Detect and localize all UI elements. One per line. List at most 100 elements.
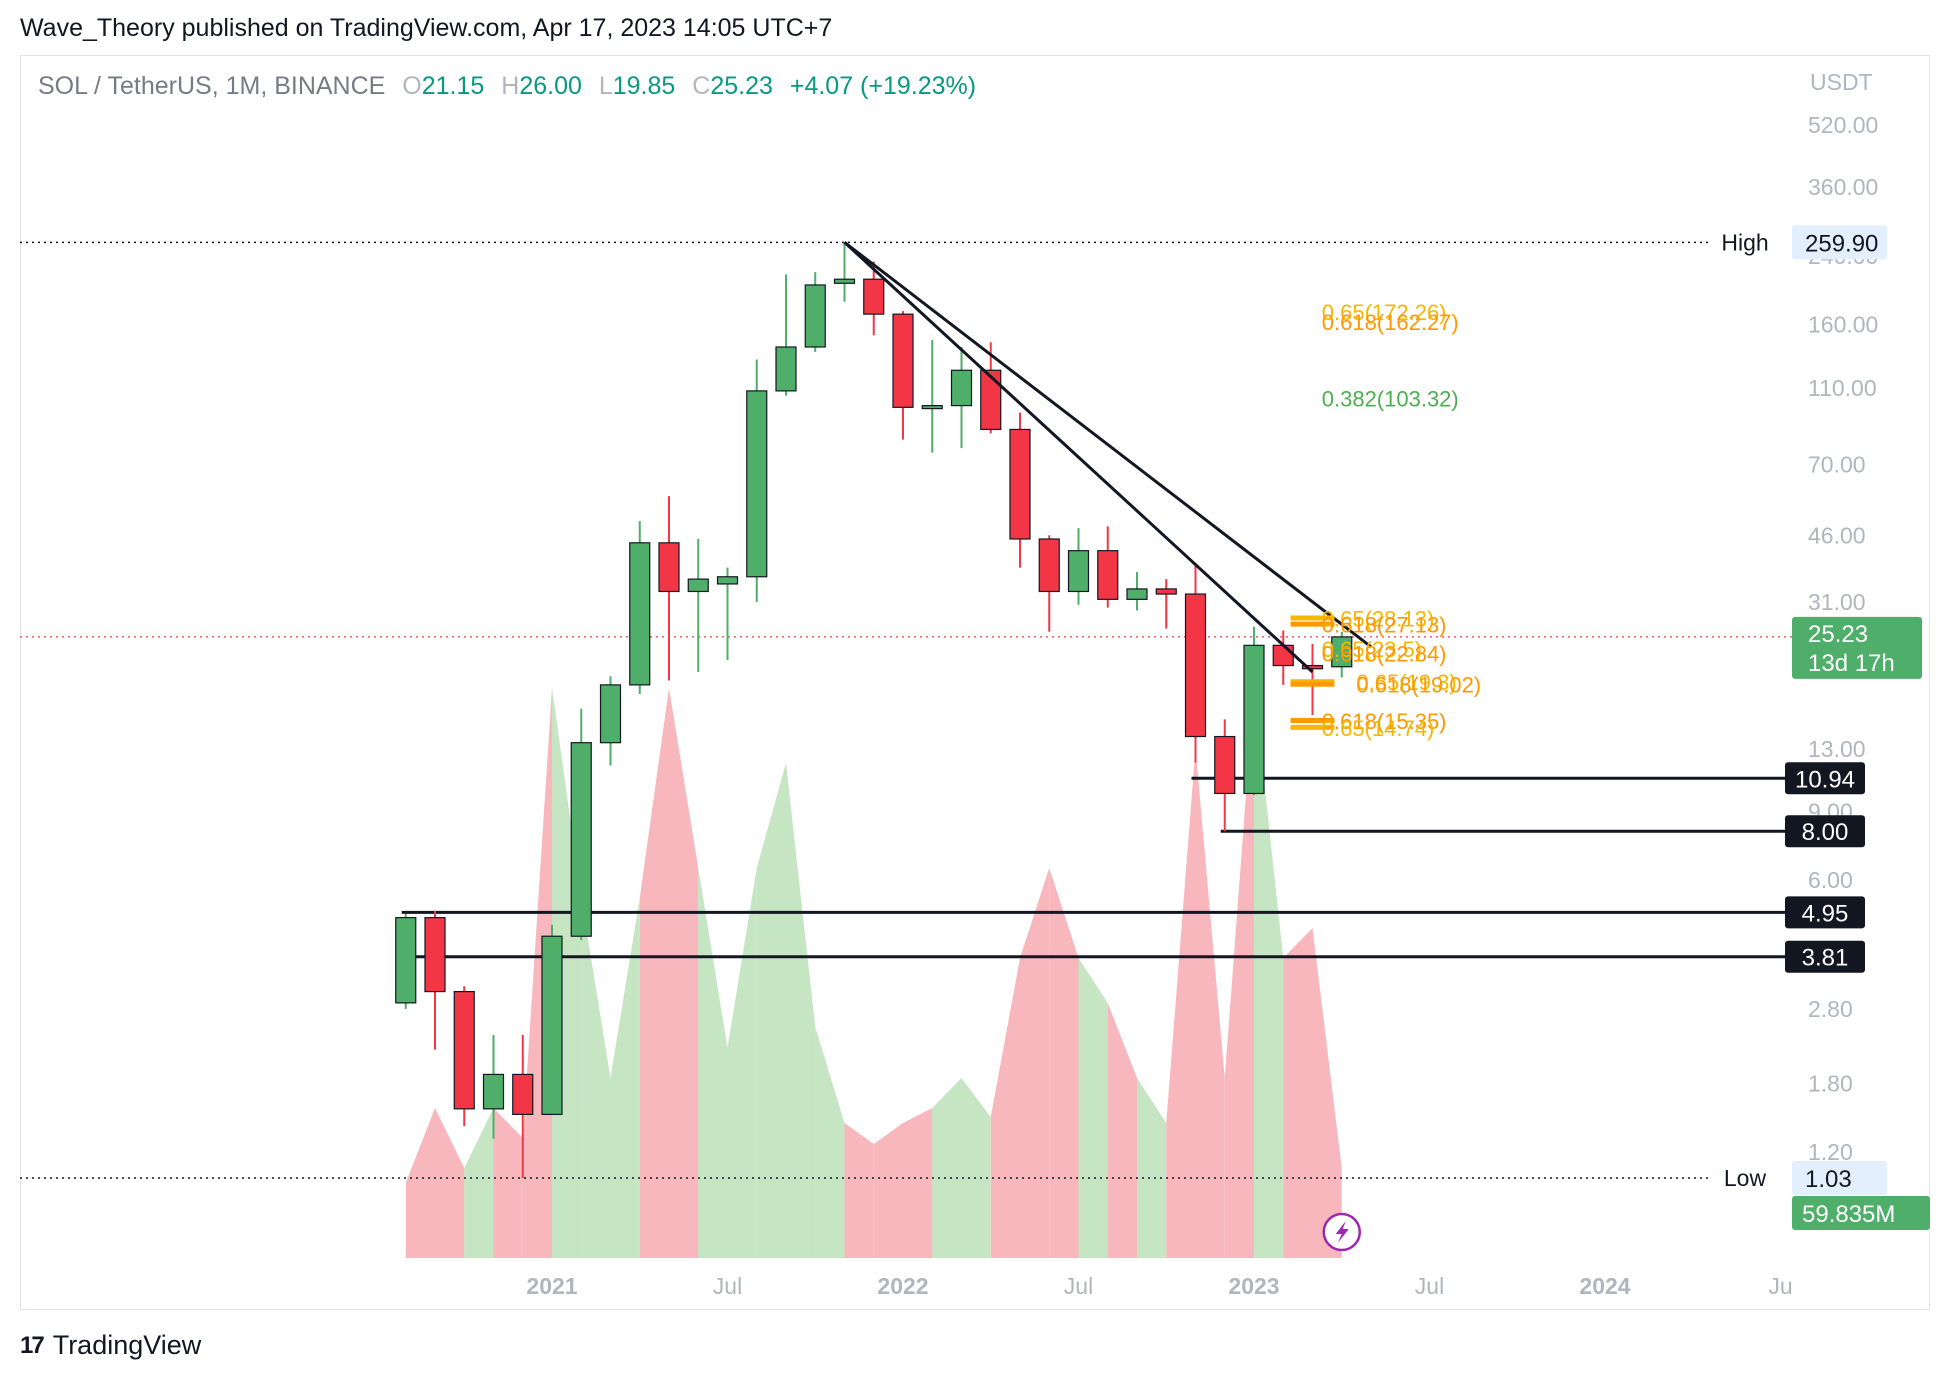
fib-label: 0.65(23.5) [1322,637,1422,662]
current-price-badge [1792,616,1922,679]
high-value: 26.00 [519,72,582,100]
fib-bar [1290,724,1335,730]
candle-body [833,278,856,284]
extreme-level-label: Low [1724,1165,1767,1191]
volume-segment [1049,868,1079,1258]
candle-body [482,1073,505,1110]
lightning-glyph [1335,1221,1349,1243]
y-tick-label: 6.00 [1808,867,1853,893]
volume-segment [522,688,552,1258]
volume-segment [669,688,699,1258]
x-tick-label: Jul [713,1273,742,1299]
extreme-level-badge [1792,225,1887,260]
y-tick-label: 1.80 [1808,1071,1853,1097]
volume-segment [1078,958,1108,1258]
footer-brand[interactable]: TradingView [52,1330,202,1360]
y-tick-label: 31.00 [1808,589,1866,615]
candle-body [687,578,709,593]
currency-label: USDT [1810,69,1873,95]
extreme-level-value: 259.90 [1805,230,1878,257]
x-tick-label: 2023 [1228,1273,1279,1299]
volume-segment [1283,928,1313,1258]
candle-body [541,935,563,1116]
y-tick-label: 13.00 [1808,736,1866,762]
volume-segment [756,763,786,1258]
level-badge [1785,815,1865,848]
candle-body [892,313,914,408]
level-badge [1785,762,1865,795]
candle-body [453,990,475,1110]
volume-segment [1137,1078,1167,1258]
volume-segment [786,763,816,1258]
volume-segment [1020,868,1050,1258]
fib-label: 0.382(103.32) [1322,386,1459,411]
volume-badge [1792,1196,1930,1230]
x-tick-label: Ju [1768,1273,1792,1299]
x-tick-label: 2022 [877,1273,928,1299]
volume-segment [844,1123,874,1258]
fib-label: 0.65(172.26) [1322,300,1447,325]
candle-body [863,278,885,315]
volume-segment [581,898,611,1258]
candle-body [424,917,446,993]
fib-bar [1290,615,1335,621]
volume-value: 59.835M [1802,1201,1895,1228]
y-tick-label: 110.00 [1808,375,1877,401]
volume-segment [903,1108,933,1258]
volume-segment [932,1078,962,1258]
x-tick-label: 2024 [1579,1273,1630,1299]
volume-segment [698,868,728,1258]
tradingview-logo-icon[interactable]: 17 [20,1331,45,1359]
high-label: H [501,72,520,100]
volume-segment [435,1108,465,1258]
fib-label: 0.65(14.74) [1322,716,1435,741]
x-tick-label: Jul [1064,1273,1093,1299]
fib-label: 0.618(19.02) [1356,673,1481,698]
y-tick-label: 160.00 [1808,311,1878,337]
level-badge-value: 10.94 [1795,766,1855,793]
candle-body [980,369,1002,431]
y-tick-label: 520.00 [1808,112,1878,138]
candle-body [1184,593,1207,738]
volume-segment [552,688,582,1258]
fib-label: 0.65(19.3) [1356,670,1456,695]
candle-body [599,684,622,744]
fib-label: 0.618(27.13) [1322,613,1447,638]
y-tick-label: 2.80 [1808,996,1853,1022]
candle-body [512,1073,534,1116]
volume-segment [873,1123,903,1258]
y-tick-label: 70.00 [1808,451,1866,477]
candle-body [1126,588,1148,600]
volume-segment [727,868,757,1258]
chart-frame [20,55,1930,1310]
volume-segment [1166,748,1196,1258]
level-badge-value: 8.00 [1802,819,1849,846]
candle-body [1331,636,1353,668]
candle-body [1067,550,1090,593]
symbol-name[interactable]: SOL / TetherUS, 1M, BINANCE [38,72,386,100]
x-tick-label: 2021 [526,1273,577,1299]
volume-segment [961,1078,991,1258]
volume-segment [1195,748,1225,1258]
current-price-value: 25.23 [1808,621,1868,648]
volume-segment [493,1108,523,1258]
candle-body [716,576,739,585]
candle-body [629,542,651,686]
volume-segment [639,688,669,1258]
level-badge-value: 4.95 [1802,900,1849,927]
close-value: 25.23 [710,72,773,100]
candle-body [1301,664,1324,670]
fib-label: 0.65(28.13) [1322,606,1435,631]
level-badge [1785,896,1865,929]
candle-body [1214,735,1236,795]
level-badge-value: 3.81 [1802,945,1849,972]
footer: 17 TradingView [20,1330,201,1361]
publisher-line: Wave_Theory published on TradingView.com… [20,14,833,42]
candle-body [950,369,973,407]
candle-body [1272,644,1294,667]
close-label: C [692,72,711,100]
volume-segment [464,1108,494,1258]
fib-label: 0.618(162.27) [1322,310,1459,335]
fib-bar [1290,681,1335,687]
